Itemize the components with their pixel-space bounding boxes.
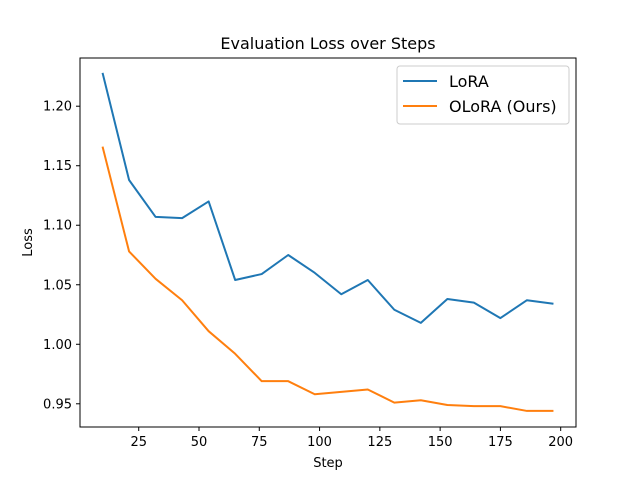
- x-tick-label: 100: [307, 435, 332, 450]
- chart-title: Evaluation Loss over Steps: [220, 34, 435, 53]
- legend-label-lora: LoRA: [449, 72, 489, 91]
- legend-label-olora: OLoRA (Ours): [449, 97, 557, 116]
- x-tick-label: 175: [488, 435, 513, 450]
- y-axis-title: Loss: [21, 228, 36, 257]
- x-tick-label: 200: [548, 435, 573, 450]
- legend: LoRA OLoRA (Ours): [396, 65, 570, 125]
- y-tick-label: 1.10: [43, 219, 72, 234]
- y-tick-label: 1.00: [43, 338, 72, 353]
- y-tick-label: 1.20: [43, 100, 72, 115]
- series-line-lora: [101, 72, 554, 324]
- x-axis-title: Step: [313, 456, 343, 471]
- plot-lines: [101, 72, 554, 412]
- x-axis: 25 50 75 100 125 150 175 200: [130, 427, 573, 450]
- y-tick-label: 1.15: [43, 159, 72, 174]
- y-tick-label: 0.95: [43, 397, 72, 412]
- x-tick-label: 75: [251, 435, 268, 450]
- legend-box: [396, 65, 570, 125]
- y-axis: 0.95 1.00 1.05 1.10 1.15 1.20: [43, 100, 80, 412]
- x-tick-label: 150: [428, 435, 453, 450]
- plot-frame: [79, 57, 577, 428]
- x-tick-label: 25: [130, 435, 147, 450]
- x-tick-label: 50: [191, 435, 208, 450]
- y-tick-label: 1.05: [43, 278, 72, 293]
- x-tick-label: 125: [367, 435, 392, 450]
- series-line-olora-ours: [101, 146, 554, 412]
